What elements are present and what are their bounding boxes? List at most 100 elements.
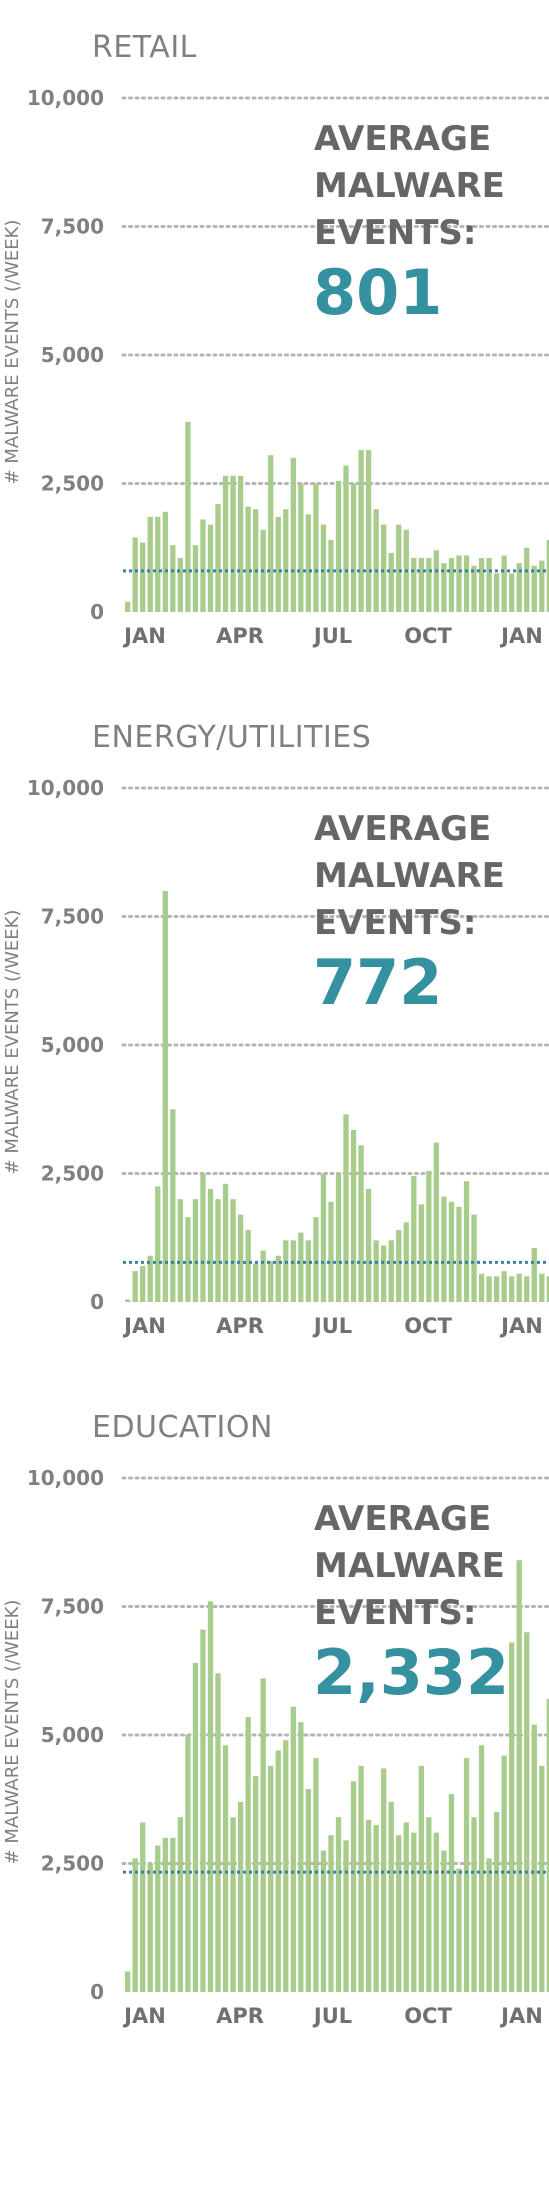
bar: [441, 1196, 447, 1302]
x-tick-label: JAN: [122, 2004, 166, 2028]
x-tick-label: JAN: [499, 2004, 543, 2028]
bar: [140, 1822, 146, 1992]
bar: [546, 1699, 549, 1992]
bar: [328, 1201, 334, 1302]
bar: [546, 1276, 549, 1302]
bar: [245, 1717, 251, 1992]
y-tick-label: 5,000: [41, 343, 104, 367]
bar: [162, 1837, 168, 1992]
y-tick-label: 2,500: [41, 1852, 104, 1876]
x-tick-label: JAN: [499, 624, 543, 648]
bar: [283, 1740, 289, 1992]
average-annotation-value: 772: [313, 946, 442, 1019]
bar: [493, 573, 500, 612]
bar: [132, 1271, 138, 1302]
bar: [192, 1199, 199, 1302]
bar: [222, 475, 229, 612]
x-tick-label: JAN: [122, 624, 166, 648]
bar: [230, 1817, 236, 1992]
bar: [177, 558, 184, 612]
bar: [463, 555, 470, 612]
bar: [350, 1781, 357, 1992]
average-annotation-label: MALWARE: [314, 1546, 505, 1586]
bar: [365, 450, 372, 612]
x-tick-label: JUL: [312, 1314, 352, 1338]
bar: [162, 890, 168, 1302]
average-annotation-label: AVERAGE: [314, 119, 491, 159]
x-tick-label: APR: [216, 2004, 264, 2028]
bar: [516, 1560, 522, 1992]
average-annotation-label: MALWARE: [314, 856, 505, 896]
bar: [433, 550, 440, 612]
bar: [433, 1832, 440, 1992]
bar: [132, 1858, 138, 1992]
bar: [493, 1276, 500, 1302]
bar: [448, 1201, 455, 1302]
average-annotation-value: 2,332: [313, 1636, 509, 1709]
bar: [509, 1642, 515, 1992]
bar: [200, 1629, 206, 1992]
bar: [388, 552, 394, 612]
bar: [305, 1788, 312, 1992]
bar: [275, 516, 281, 612]
bar: [207, 1601, 214, 1992]
bar: [290, 1240, 296, 1302]
x-tick-label: OCT: [404, 1314, 452, 1338]
y-axis-label: # MALWARE EVENTS (/WEEK): [2, 1600, 23, 1865]
y-axis-label: # MALWARE EVENTS (/WEEK): [2, 220, 23, 485]
bar: [125, 601, 131, 612]
bar: [448, 558, 455, 612]
x-tick-label: APR: [216, 624, 264, 648]
bar: [516, 1273, 522, 1302]
bar: [335, 1173, 342, 1302]
bar: [396, 1230, 402, 1302]
bar: [373, 509, 379, 612]
average-annotation-label: MALWARE: [314, 166, 505, 206]
bar: [298, 1722, 304, 1992]
bar: [230, 1199, 236, 1302]
x-tick-label: OCT: [404, 2004, 452, 2028]
bar: [463, 1181, 470, 1302]
bar: [253, 509, 259, 612]
bar: [170, 545, 176, 612]
y-tick-label: 7,500: [41, 215, 104, 239]
bar: [215, 1199, 221, 1302]
bar: [463, 1758, 470, 1992]
chart-panel-2: EDUCATION 0 2,500 5,000 7,500 10,000 # MALWARE…: [2, 1410, 549, 2028]
chart-title: EDUCATION: [92, 1410, 273, 1445]
bar: [298, 1232, 304, 1302]
bar: [290, 457, 296, 612]
bar: [516, 563, 522, 612]
average-annotation-label: EVENTS:: [314, 213, 477, 253]
y-axis-label: # MALWARE EVENTS (/WEEK): [2, 910, 23, 1175]
bar: [509, 1276, 515, 1302]
bar: [411, 558, 417, 612]
bar: [501, 555, 507, 612]
bar: [350, 1129, 357, 1302]
bar: [245, 506, 251, 612]
bar: [177, 1817, 184, 1992]
bar: [222, 1183, 229, 1302]
bar: [313, 1217, 319, 1302]
bar: [185, 421, 191, 612]
bar: [313, 1758, 319, 1992]
bar: [125, 1971, 131, 1992]
bar: [524, 1632, 530, 1992]
bar: [418, 1204, 424, 1302]
bar: [320, 1173, 327, 1302]
y-tick-label: 10,000: [27, 86, 104, 110]
bar: [155, 1186, 161, 1302]
bar: [501, 1271, 507, 1302]
bar: [185, 1217, 191, 1302]
bar: [260, 1678, 266, 1992]
y-tick-label: 5,000: [41, 1723, 104, 1747]
bar: [237, 1214, 244, 1302]
bar: [170, 1837, 176, 1992]
bar: [373, 1824, 379, 1992]
bar: [147, 516, 153, 612]
bar: [509, 573, 515, 612]
bar: [177, 1199, 184, 1302]
bar: [320, 1850, 327, 1992]
bar: [207, 524, 214, 612]
